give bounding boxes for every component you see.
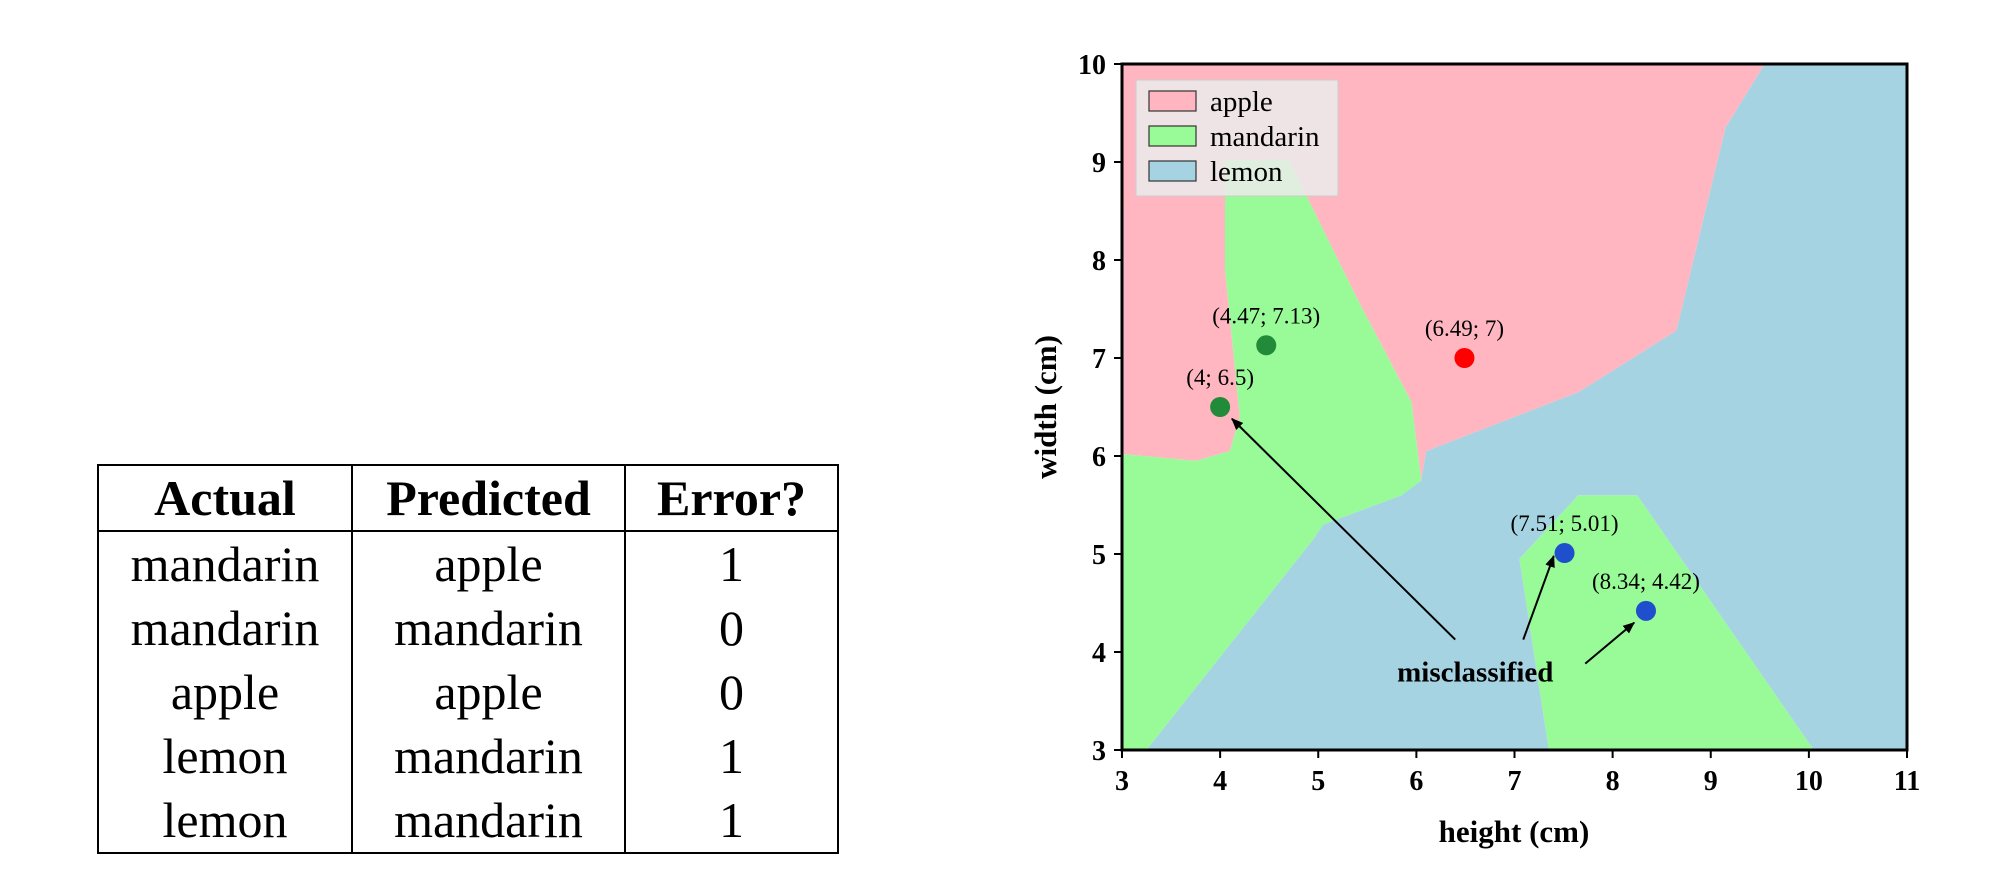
annotation-arrow-2 <box>1584 621 1635 665</box>
x-axis-ticks: 3 4 5 6 7 8 9 10 11 <box>1115 750 1920 797</box>
cell-actual: mandarin <box>97 531 353 596</box>
cell-error: 0 <box>624 596 839 660</box>
cell-error: 1 <box>624 724 839 788</box>
legend-label-lemon: lemon <box>1210 156 1283 188</box>
cell-error: 1 <box>624 788 839 853</box>
cell-predicted: apple <box>351 660 626 724</box>
cell-actual: lemon <box>97 788 353 853</box>
legend-label-apple: apple <box>1210 86 1273 118</box>
data-point-3 <box>1554 543 1575 564</box>
table-row: lemon mandarin 1 <box>97 788 839 853</box>
cell-predicted: apple <box>351 531 626 596</box>
header-predicted: Predicted <box>351 465 626 532</box>
cell-error: 0 <box>624 660 839 724</box>
y-tick-label: 7 <box>1092 344 1106 375</box>
table-row: mandarin apple 1 <box>97 531 839 596</box>
data-point-1 <box>1210 397 1231 417</box>
table-row: lemon mandarin 1 <box>97 724 839 788</box>
x-axis-label: height (cm) <box>1439 814 1590 849</box>
point-label-4: (8.34; 4.42) <box>1592 569 1700 594</box>
table-header-row: Actual Predicted Error? <box>97 465 839 532</box>
x-tick-label: 5 <box>1311 766 1325 797</box>
x-tick-label: 6 <box>1409 766 1423 797</box>
results-table: Actual Predicted Error? mandarin apple 1… <box>97 464 839 854</box>
y-tick-label: 4 <box>1092 638 1106 669</box>
point-label-0: (4.47; 7.13) <box>1212 303 1320 328</box>
x-tick-label: 7 <box>1508 766 1522 797</box>
table-row: apple apple 0 <box>97 660 839 724</box>
data-point-4 <box>1635 600 1656 621</box>
cell-predicted: mandarin <box>351 724 626 788</box>
x-tick-label: 11 <box>1894 766 1920 797</box>
y-tick-label: 5 <box>1092 540 1106 571</box>
legend-label-mandarin: mandarin <box>1210 121 1320 153</box>
y-tick-label: 9 <box>1092 148 1106 179</box>
region-mandarin-1 <box>1122 160 1422 750</box>
cell-error: 1 <box>624 531 839 596</box>
y-axis-ticks: 3 4 5 6 7 8 9 10 <box>1078 50 1122 767</box>
y-tick-label: 3 <box>1092 736 1106 767</box>
annotation-arrow-1 <box>1522 555 1555 640</box>
region-mandarin-2 <box>1519 495 1814 750</box>
x-tick-label: 8 <box>1606 766 1620 797</box>
cell-actual: lemon <box>97 724 353 788</box>
y-tick-label: 10 <box>1078 50 1106 81</box>
x-tick-label: 3 <box>1115 766 1129 797</box>
header-actual: Actual <box>97 465 353 532</box>
x-tick-label: 9 <box>1704 766 1718 797</box>
y-tick-label: 8 <box>1092 246 1106 277</box>
point-label-1: (4; 6.5) <box>1186 365 1254 390</box>
cell-predicted: mandarin <box>351 788 626 853</box>
data-point-0 <box>1256 335 1277 356</box>
point-label-3: (7.51; 5.01) <box>1511 511 1619 536</box>
data-point-2 <box>1454 348 1475 368</box>
region-lemon-3 <box>1146 64 1907 750</box>
point-label-2: (6.49; 7) <box>1425 316 1504 341</box>
data-points: (4.47; 7.13) (4; 6.5) (6.49; 7) (7.51; 5.01… <box>1186 303 1700 621</box>
annotation-arrow-0 <box>1231 418 1456 641</box>
header-error: Error? <box>624 465 839 532</box>
y-tick-label: 6 <box>1092 442 1106 473</box>
cell-actual: apple <box>97 660 353 724</box>
cell-actual: mandarin <box>97 596 353 660</box>
misclassified-annotation: misclassified <box>1231 418 1635 689</box>
x-tick-label: 10 <box>1795 766 1823 797</box>
decision-regions <box>1122 64 1907 750</box>
legend-swatch-lemon <box>1148 160 1197 182</box>
cell-predicted: mandarin <box>351 596 626 660</box>
legend-swatch-mandarin <box>1148 125 1197 147</box>
x-tick-label: 4 <box>1213 766 1227 797</box>
annotation-label: misclassified <box>1397 657 1553 689</box>
legend-swatch-apple <box>1148 90 1197 112</box>
y-axis-label: width (cm) <box>1028 335 1063 479</box>
region-apple-0 <box>1122 64 1765 481</box>
table-row: mandarin mandarin 0 <box>97 596 839 660</box>
